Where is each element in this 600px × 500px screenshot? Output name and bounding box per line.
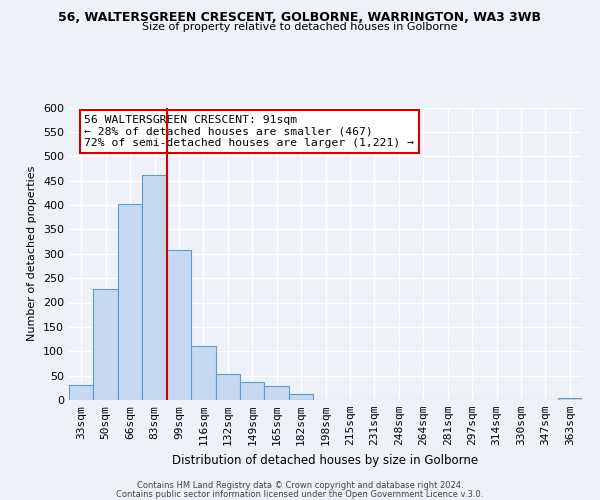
Bar (265, 386, 289, 400)
Bar (215, 374, 240, 400)
Text: Size of property relative to detached houses in Golborne: Size of property relative to detached ho… (142, 22, 458, 32)
X-axis label: Distribution of detached houses by size in Golborne: Distribution of detached houses by size … (172, 454, 479, 466)
Bar (69, 386, 94, 400)
Bar (118, 204, 142, 400)
Bar (191, 346, 215, 400)
Bar (240, 382, 265, 400)
Text: 56, WALTERSGREEN CRESCENT, GOLBORNE, WARRINGTON, WA3 3WB: 56, WALTERSGREEN CRESCENT, GOLBORNE, WAR… (59, 11, 542, 24)
Bar (142, 175, 167, 400)
Bar (289, 394, 313, 400)
Bar (94, 289, 118, 400)
Bar (167, 250, 191, 400)
Y-axis label: Number of detached properties: Number of detached properties (28, 166, 37, 342)
Text: 56 WALTERSGREEN CRESCENT: 91sqm
← 28% of detached houses are smaller (467)
72% o: 56 WALTERSGREEN CRESCENT: 91sqm ← 28% of… (85, 115, 415, 148)
Text: Contains HM Land Registry data © Crown copyright and database right 2024.: Contains HM Land Registry data © Crown c… (137, 481, 463, 490)
Text: Contains public sector information licensed under the Open Government Licence v.: Contains public sector information licen… (116, 490, 484, 499)
Bar (557, 398, 582, 400)
